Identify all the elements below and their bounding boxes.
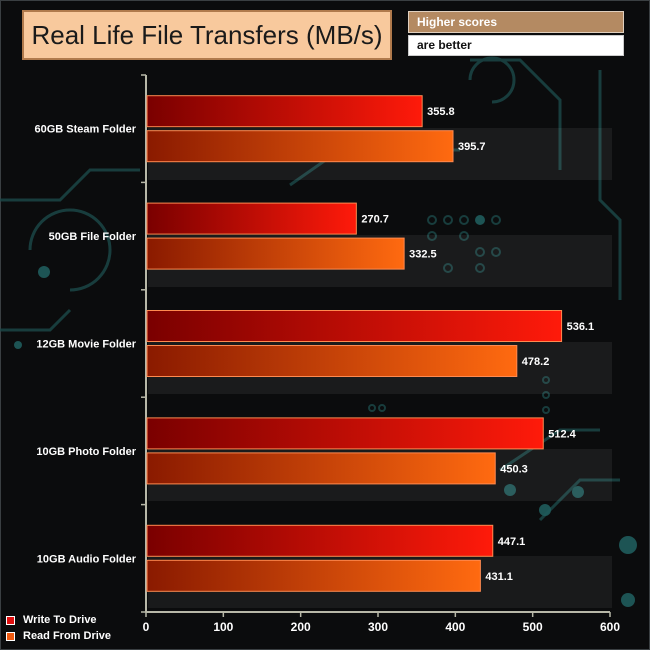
data-label: 431.1 [485, 571, 513, 583]
category-label: 10GB Audio Folder [37, 553, 137, 565]
data-label: 512.4 [548, 428, 576, 440]
chart-title: Real Life File Transfers (MB/s) [22, 10, 392, 60]
data-label: 270.7 [361, 214, 389, 226]
category-label: 10GB Photo Folder [36, 446, 136, 458]
x-tick-label: 100 [213, 620, 233, 634]
bar [146, 559, 481, 592]
bar [146, 310, 563, 342]
legend: Write To Drive Read From Drive [6, 612, 111, 644]
x-tick-label: 400 [445, 620, 465, 634]
data-label: 478.2 [522, 356, 550, 368]
data-label: 450.3 [500, 463, 528, 475]
bar [146, 452, 496, 485]
bar [146, 130, 454, 163]
bar [146, 524, 494, 557]
x-tick-label: 0 [143, 620, 150, 634]
note-are-better: are better [408, 35, 624, 56]
bar [146, 95, 423, 128]
legend-item-write: Write To Drive [6, 612, 111, 628]
data-label: 536.1 [567, 321, 595, 333]
legend-item-read: Read From Drive [6, 628, 111, 644]
note-higher-scores: Higher scores [408, 11, 624, 33]
legend-swatch-read [6, 631, 15, 641]
data-label: 395.7 [458, 141, 486, 153]
category-label: 60GB Steam Folder [35, 124, 137, 136]
bar [146, 237, 405, 270]
legend-label-read: Read From Drive [23, 630, 112, 642]
category-label: 50GB File Folder [49, 231, 137, 243]
x-tick-label: 200 [291, 620, 311, 634]
x-tick-label: 600 [600, 620, 620, 634]
bar [146, 417, 544, 450]
data-label: 332.5 [409, 249, 437, 261]
legend-swatch-write [6, 615, 15, 625]
legend-label-write: Write To Drive [23, 614, 97, 626]
bar [146, 202, 357, 235]
x-tick-label: 500 [523, 620, 543, 634]
x-tick-label: 300 [368, 620, 388, 634]
data-label: 355.8 [427, 106, 455, 118]
category-label: 12GB Movie Folder [36, 339, 136, 351]
data-label: 447.1 [498, 536, 526, 548]
bar [146, 345, 518, 377]
